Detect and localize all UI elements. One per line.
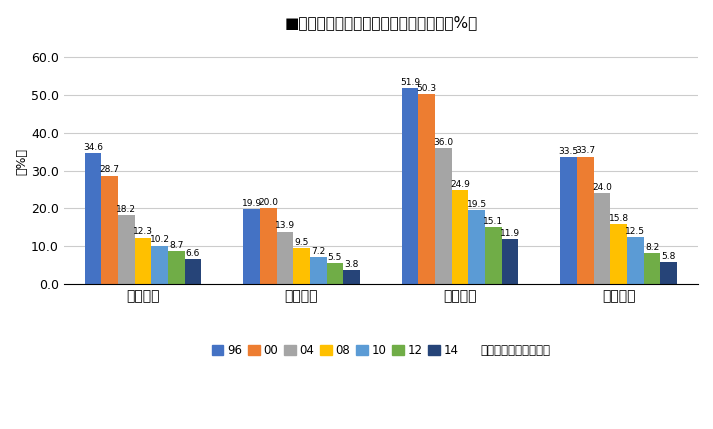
Bar	[627, 237, 644, 284]
Bar	[660, 262, 677, 284]
Text: 3.8: 3.8	[344, 260, 359, 269]
Bar	[151, 245, 168, 284]
Bar	[577, 157, 594, 284]
Bar	[468, 210, 485, 284]
Text: 24.0: 24.0	[592, 183, 612, 192]
Bar	[185, 259, 201, 284]
Text: 9.5: 9.5	[294, 238, 309, 247]
Bar	[168, 251, 185, 284]
Text: 51.9: 51.9	[400, 78, 420, 87]
Bar	[419, 94, 435, 284]
Text: 24.9: 24.9	[450, 180, 470, 189]
Text: 19.9: 19.9	[242, 199, 262, 208]
Bar	[293, 248, 310, 284]
Bar	[343, 270, 360, 284]
Text: 28.7: 28.7	[100, 166, 120, 174]
Text: 33.7: 33.7	[575, 146, 595, 155]
Bar	[435, 148, 452, 284]
Bar	[502, 239, 518, 284]
Text: 20.0: 20.0	[258, 198, 278, 207]
Bar	[452, 190, 468, 284]
Text: 8.2: 8.2	[645, 243, 659, 252]
Text: 15.1: 15.1	[483, 217, 503, 226]
Bar	[327, 263, 343, 284]
Bar	[644, 253, 660, 284]
Text: 50.3: 50.3	[416, 84, 437, 93]
Title: ■中学生・高校生の喫煮経験率の推移（%）: ■中学生・高校生の喫煮経験率の推移（%）	[284, 15, 478, 30]
Y-axis label: （%）: （%）	[15, 148, 28, 175]
Bar	[610, 224, 627, 284]
Text: 7.2: 7.2	[311, 247, 325, 256]
Text: 8.7: 8.7	[169, 241, 183, 250]
Bar	[560, 157, 577, 284]
Text: 18.2: 18.2	[116, 205, 136, 214]
Text: 19.5: 19.5	[467, 200, 487, 209]
Text: 12.5: 12.5	[625, 227, 645, 236]
Bar	[310, 257, 327, 284]
Bar	[101, 175, 118, 284]
Text: 15.8: 15.8	[609, 214, 629, 223]
Bar	[402, 88, 419, 284]
Bar	[594, 193, 610, 284]
Legend: 96, 00, 04, 08, 10, 12, 14, （調査実施年・西層）: 96, 00, 04, 08, 10, 12, 14, （調査実施年・西層）	[212, 344, 550, 357]
Bar	[135, 238, 151, 284]
Text: 6.6: 6.6	[185, 249, 200, 258]
Bar	[118, 215, 135, 284]
Text: 12.3: 12.3	[133, 227, 153, 236]
Text: 36.0: 36.0	[434, 138, 453, 147]
Text: 11.9: 11.9	[500, 229, 520, 238]
Bar	[243, 209, 260, 284]
Bar	[85, 153, 101, 284]
Text: 5.8: 5.8	[662, 252, 676, 261]
Bar	[485, 227, 502, 284]
Text: 13.9: 13.9	[275, 221, 295, 230]
Bar	[277, 232, 293, 284]
Text: 34.6: 34.6	[83, 143, 103, 152]
Text: 10.2: 10.2	[150, 236, 170, 245]
Bar	[260, 208, 277, 284]
Text: 5.5: 5.5	[328, 253, 342, 262]
Text: 33.5: 33.5	[559, 147, 579, 156]
